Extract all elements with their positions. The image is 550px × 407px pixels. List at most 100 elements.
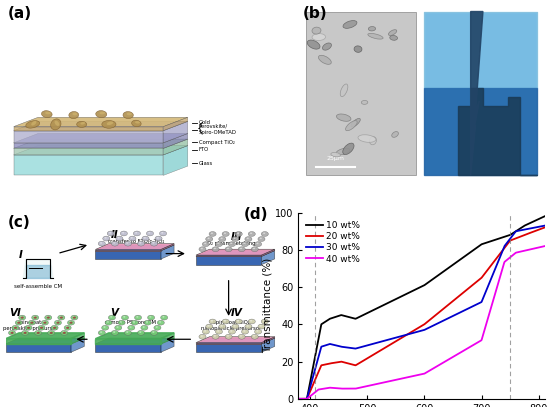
Circle shape — [131, 237, 133, 239]
Polygon shape — [196, 251, 275, 256]
20 wt% — [406, 330, 413, 335]
Circle shape — [58, 315, 65, 320]
Circle shape — [251, 247, 258, 252]
Circle shape — [214, 335, 216, 337]
Ellipse shape — [31, 121, 36, 125]
Circle shape — [246, 325, 249, 326]
Circle shape — [256, 243, 258, 244]
10 wt% — [541, 214, 548, 219]
Y-axis label: Transmittance (%): Transmittance (%) — [262, 258, 272, 353]
Circle shape — [10, 332, 14, 334]
Circle shape — [221, 325, 223, 326]
40 wt% — [406, 374, 413, 379]
Circle shape — [15, 320, 23, 325]
Polygon shape — [6, 344, 71, 352]
Circle shape — [43, 321, 45, 323]
Ellipse shape — [51, 119, 61, 130]
Circle shape — [41, 320, 48, 325]
Line: 40 wt%: 40 wt% — [298, 246, 544, 399]
Polygon shape — [14, 146, 188, 155]
Circle shape — [30, 322, 34, 324]
Circle shape — [255, 329, 262, 334]
Circle shape — [35, 330, 42, 335]
Text: (a): (a) — [8, 6, 32, 21]
Circle shape — [243, 330, 245, 332]
Text: {: { — [197, 123, 203, 132]
Text: FTO: FTO — [199, 147, 209, 152]
Circle shape — [161, 315, 168, 320]
Circle shape — [17, 322, 20, 324]
Line: 30 wt%: 30 wt% — [298, 225, 544, 399]
Circle shape — [227, 335, 229, 337]
Circle shape — [217, 330, 219, 332]
Circle shape — [258, 324, 265, 329]
Circle shape — [152, 242, 155, 244]
Circle shape — [69, 321, 72, 323]
Polygon shape — [71, 333, 84, 344]
Text: spin-coat
perovskite precursor: spin-coat perovskite precursor — [3, 320, 57, 330]
Circle shape — [256, 330, 258, 332]
Circle shape — [138, 241, 145, 246]
Circle shape — [50, 332, 53, 334]
Text: spin-coat SiO₂
nanoparticle precursor: spin-coat SiO₂ nanoparticle precursor — [201, 320, 261, 330]
Circle shape — [253, 335, 255, 337]
Circle shape — [219, 236, 226, 241]
Circle shape — [238, 334, 245, 339]
Polygon shape — [6, 333, 84, 339]
Polygon shape — [196, 343, 261, 344]
Text: Gold: Gold — [199, 120, 211, 125]
Polygon shape — [163, 121, 188, 143]
Polygon shape — [14, 121, 188, 131]
Line: 10 wt%: 10 wt% — [298, 217, 544, 399]
Circle shape — [36, 331, 39, 333]
Circle shape — [10, 331, 13, 333]
Polygon shape — [196, 256, 261, 265]
30 wt% — [541, 223, 548, 228]
Circle shape — [222, 319, 229, 324]
Circle shape — [103, 326, 106, 328]
Circle shape — [212, 334, 219, 339]
20 wt% — [295, 396, 301, 401]
Circle shape — [123, 316, 125, 317]
Ellipse shape — [102, 120, 116, 128]
Polygon shape — [14, 117, 188, 127]
Text: Compact TiO₂: Compact TiO₂ — [199, 140, 234, 145]
Circle shape — [124, 241, 131, 246]
Circle shape — [68, 320, 75, 325]
Text: Perovskite/
Spiro-OMeTAD: Perovskite/ Spiro-OMeTAD — [199, 124, 236, 135]
Circle shape — [108, 315, 116, 320]
Polygon shape — [261, 249, 275, 256]
Circle shape — [230, 330, 232, 332]
Ellipse shape — [340, 84, 348, 96]
Circle shape — [98, 241, 106, 246]
Circle shape — [225, 247, 232, 252]
Circle shape — [162, 316, 164, 317]
Circle shape — [30, 321, 32, 323]
Polygon shape — [196, 255, 261, 256]
Circle shape — [34, 316, 36, 317]
Circle shape — [221, 238, 223, 239]
Text: IV: IV — [231, 308, 243, 318]
Text: I: I — [19, 249, 23, 260]
Ellipse shape — [361, 101, 368, 104]
Ellipse shape — [73, 112, 77, 115]
Polygon shape — [161, 244, 174, 251]
Circle shape — [105, 320, 112, 325]
40 wt% — [358, 385, 365, 390]
Circle shape — [34, 317, 37, 319]
Circle shape — [130, 326, 131, 328]
Circle shape — [126, 242, 128, 244]
Text: II: II — [111, 230, 118, 240]
Polygon shape — [161, 338, 174, 352]
Ellipse shape — [131, 120, 141, 127]
Circle shape — [227, 248, 229, 249]
Circle shape — [258, 236, 265, 241]
Polygon shape — [95, 333, 174, 339]
Polygon shape — [95, 338, 174, 344]
Circle shape — [53, 327, 56, 329]
Circle shape — [71, 315, 78, 320]
Circle shape — [14, 326, 16, 328]
Circle shape — [23, 331, 25, 333]
Text: 25μm: 25μm — [326, 156, 344, 162]
Circle shape — [250, 320, 252, 322]
